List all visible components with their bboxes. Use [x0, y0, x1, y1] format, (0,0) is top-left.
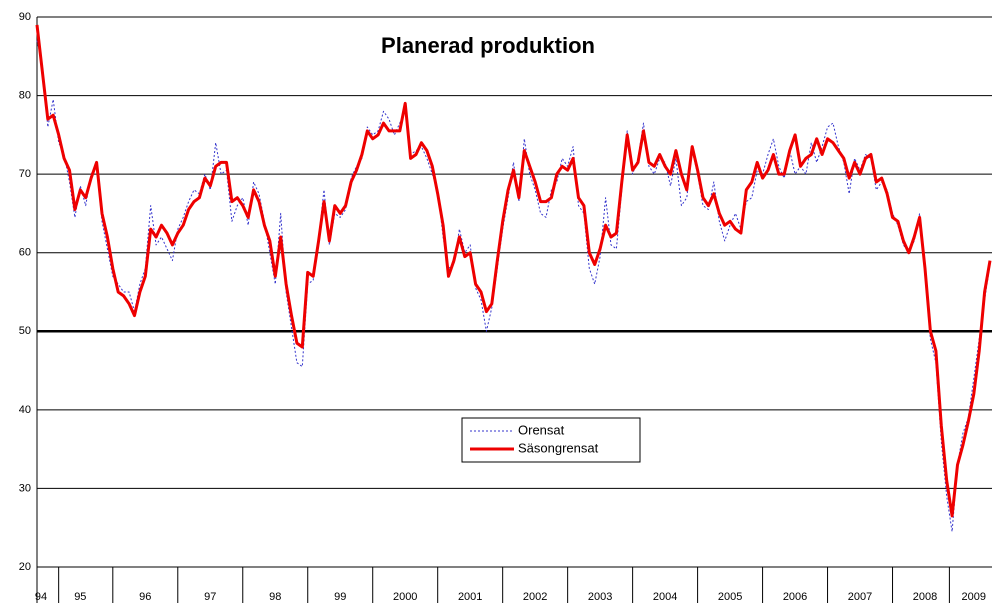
- x-tick-label: 2009: [962, 591, 986, 603]
- series-line: [36, 40, 991, 533]
- legend-label: Orensat: [518, 422, 565, 437]
- legend-label: Säsongrensat: [518, 440, 599, 455]
- x-tick-label: 2008: [913, 591, 937, 603]
- chart-title: Planerad produktion: [381, 33, 595, 58]
- y-tick-label: 40: [19, 404, 31, 416]
- x-tick-label: 2000: [393, 591, 417, 603]
- x-tick-label: 97: [204, 591, 216, 603]
- series-line: [35, 24, 992, 518]
- x-tick-label: 94: [35, 591, 47, 603]
- x-tick-label: 2003: [588, 591, 612, 603]
- x-tick-label: 2001: [458, 591, 482, 603]
- x-tick-label: 2004: [653, 591, 677, 603]
- y-tick-label: 80: [19, 89, 31, 101]
- x-tick-label: 98: [269, 591, 281, 603]
- x-tick-label: 2005: [718, 591, 742, 603]
- x-tick-label: 95: [74, 591, 86, 603]
- legend-box: [461, 417, 641, 463]
- y-tick-label: 20: [19, 561, 31, 573]
- y-tick-label: 30: [19, 482, 31, 494]
- y-tick-label: 90: [19, 11, 31, 23]
- x-tick-label: 99: [334, 591, 346, 603]
- x-tick-label: 96: [139, 591, 151, 603]
- y-tick-label: 70: [19, 168, 31, 180]
- y-tick-label: 50: [19, 325, 31, 337]
- x-tick-label: 2002: [523, 591, 547, 603]
- y-tick-label: 60: [19, 247, 31, 259]
- x-tick-label: 2006: [783, 591, 807, 603]
- x-tick-label: 2007: [848, 591, 872, 603]
